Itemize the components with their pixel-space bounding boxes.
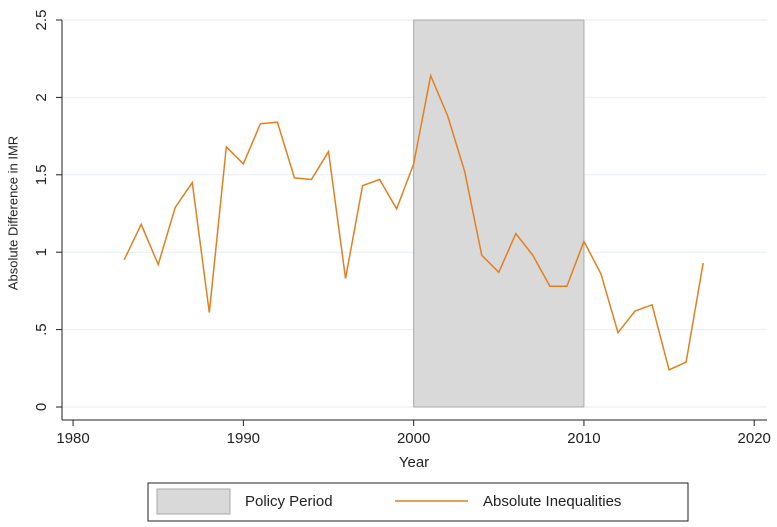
legend-swatch: [156, 488, 231, 515]
x-tick-label: 2000: [397, 430, 430, 447]
x-tick-label: 1990: [227, 430, 260, 447]
x-tick-label: 2020: [738, 430, 771, 447]
legend-label: Policy Period: [245, 493, 333, 510]
x-axis-label: Year: [399, 454, 429, 471]
shaded-region: [413, 19, 585, 408]
y-tick-label: 2: [33, 93, 50, 101]
x-tick-label: 2010: [567, 430, 600, 447]
legend-label: Absolute Inequalities: [483, 493, 621, 510]
y-tick-label: 1: [33, 248, 50, 256]
y-tick-label: 1.5: [33, 164, 50, 185]
y-tick-label: 0: [33, 403, 50, 411]
x-tick-label: 1980: [56, 430, 89, 447]
y-tick-label: 2.5: [33, 10, 50, 31]
y-tick-label: .5: [33, 323, 50, 336]
data-line: [123, 73, 704, 371]
y-axis-label: Absolute Difference in IMR: [5, 136, 20, 290]
legend-box: [147, 482, 689, 522]
